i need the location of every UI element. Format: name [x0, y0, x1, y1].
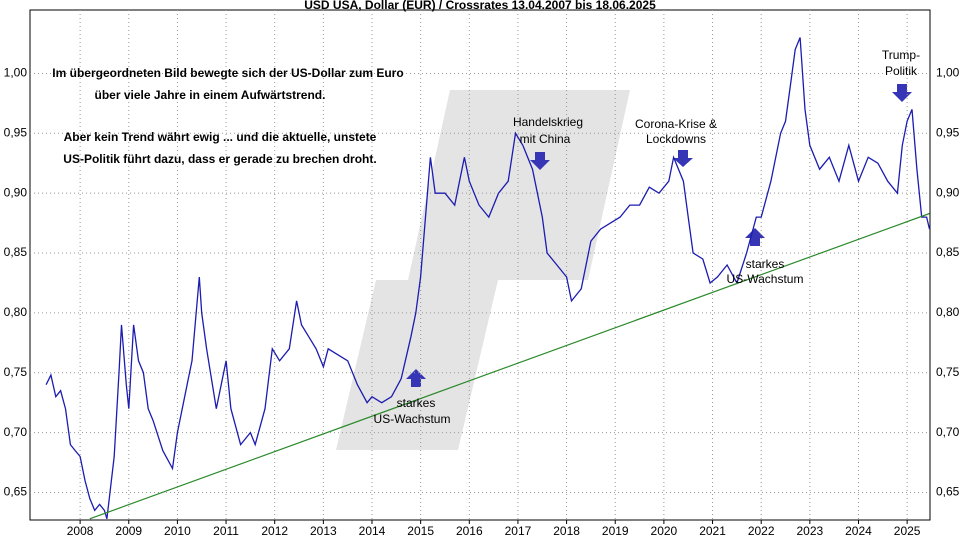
annotation: mit China [520, 132, 571, 146]
x-tick-label: 2023 [796, 524, 823, 538]
y-tick-label-right: 0,85 [936, 245, 960, 259]
plot-frame [29, 9, 931, 521]
annotation: Aber kein Trend währt ewig ... und die a… [64, 130, 377, 144]
y-tick-label: 0,65 [4, 485, 28, 499]
chart-title: USD USA, Dollar (EUR) / Crossrates 13.04… [304, 0, 656, 12]
x-tick-label: 2021 [699, 524, 726, 538]
annotation: starkes [746, 257, 785, 271]
annotation: US-Politik führt dazu, dass er gerade zu… [63, 152, 376, 166]
series-line [45, 37, 931, 519]
x-tick-label: 2020 [651, 524, 678, 538]
y-tick-label: 0,90 [4, 185, 28, 199]
y-tick-label: 0,95 [4, 125, 28, 139]
y-tick-label: 0,85 [4, 245, 28, 259]
x-tick-label: 2024 [845, 524, 872, 538]
watermark [336, 90, 630, 450]
x-tick-label: 2017 [505, 524, 532, 538]
y-tick-label: 0,80 [4, 305, 28, 319]
x-tick-label: 2016 [456, 524, 483, 538]
x-tick-label: 2025 [894, 524, 921, 538]
y-tick-label-right: 0,70 [936, 425, 960, 439]
x-tick-label: 2018 [553, 524, 580, 538]
x-tick-label: 2015 [407, 524, 434, 538]
annotation: US-Wachstum [727, 272, 804, 286]
x-tick-label: 2010 [164, 524, 191, 538]
x-tick-label: 2012 [261, 524, 288, 538]
annotation: Lockdowns [646, 132, 706, 146]
x-tick-label: 2014 [359, 524, 386, 538]
x-tick-label: 2022 [748, 524, 775, 538]
annotation: Politik [885, 64, 918, 78]
annotation: Corona-Krise & [635, 117, 717, 131]
annotation: US-Wachstum [374, 412, 451, 426]
annotation: Trump- [882, 48, 920, 62]
x-tick-label: 2009 [115, 524, 142, 538]
y-tick-label-right: 0,75 [936, 365, 960, 379]
annotation: starkes [397, 396, 436, 410]
annotation: Handelskrieg [513, 115, 583, 129]
x-tick-label: 2013 [310, 524, 337, 538]
y-tick-label-right: 0,95 [936, 125, 960, 139]
arrow-down [673, 150, 693, 167]
series-line [89, 212, 930, 520]
x-tick-label: 2011 [213, 524, 239, 538]
y-tick-label: 0,75 [4, 365, 28, 379]
x-tick-label: 2008 [67, 524, 94, 538]
y-tick-label-right: 1,00 [936, 66, 960, 80]
annotation: Im übergeordneten Bild bewegte sich der … [52, 66, 403, 80]
y-tick-label: 1,00 [4, 66, 28, 80]
y-tick-label: 0,70 [4, 425, 28, 439]
y-tick-label-right: 0,90 [936, 185, 960, 199]
x-tick-label: 2019 [602, 524, 629, 538]
annotation: über viele Jahre in einem Aufwärtstrend. [95, 88, 326, 102]
arrow-down [892, 84, 912, 102]
arrow-down [530, 152, 550, 170]
y-tick-label-right: 0,65 [936, 485, 960, 499]
y-tick-label-right: 0,80 [936, 305, 960, 319]
